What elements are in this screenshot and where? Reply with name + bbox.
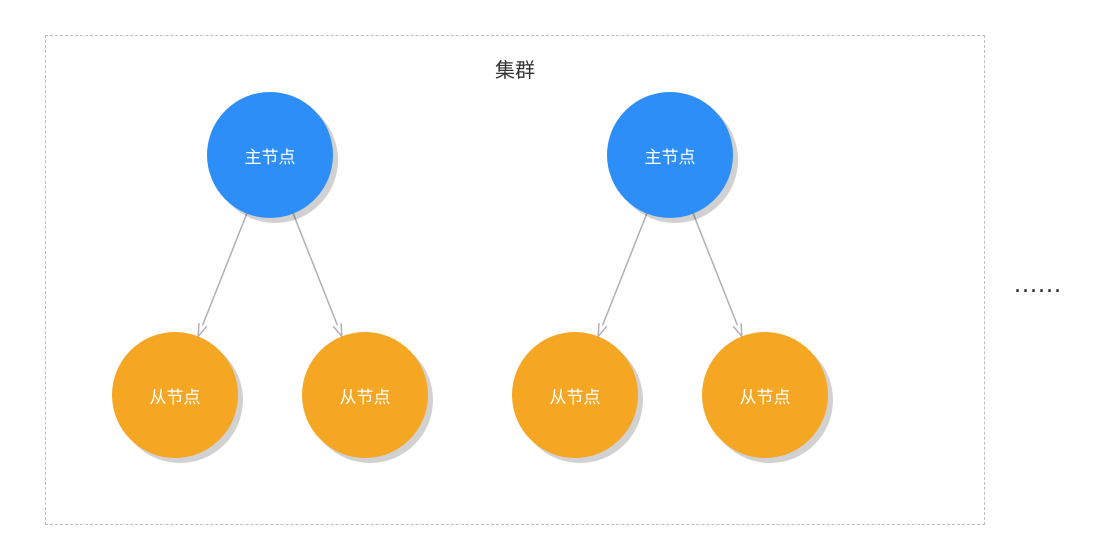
node-label: 从节点 <box>340 383 391 408</box>
ellipsis-text: ······ <box>1015 281 1063 302</box>
master-node: 主节点 <box>207 92 333 218</box>
slave-node: 从节点 <box>112 332 238 458</box>
slave-node: 从节点 <box>702 332 828 458</box>
node-label: 从节点 <box>550 383 601 408</box>
master-node: 主节点 <box>607 92 733 218</box>
cluster-title: 集群 <box>46 54 984 83</box>
node-label: 主节点 <box>645 143 696 168</box>
slave-node: 从节点 <box>512 332 638 458</box>
node-label: 主节点 <box>245 143 296 168</box>
diagram-stage: 集群 ······ 主节点 主节点从节点 从节点 从节点 从节点 <box>0 0 1100 560</box>
node-label: 从节点 <box>740 383 791 408</box>
slave-node: 从节点 <box>302 332 428 458</box>
node-label: 从节点 <box>150 383 201 408</box>
